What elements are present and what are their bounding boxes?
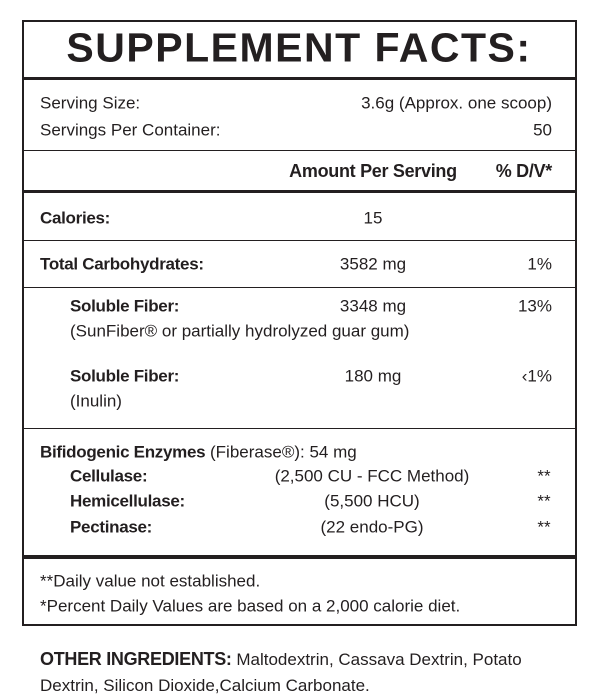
nutrient-amount: 15 [363, 208, 383, 228]
enzyme-heading: Bifidogenic Enzymes (Fiberase®): 54 mg [40, 444, 357, 461]
nutrient-amount: 3348 mg [339, 296, 407, 316]
rule [24, 240, 575, 241]
column-header: Amount Per Serving [289, 161, 457, 181]
facts-panel [22, 20, 577, 626]
rule [24, 287, 575, 288]
rule [24, 150, 575, 151]
footnote: *Percent Daily Values are based on a 2,0… [40, 596, 461, 616]
serving-label: Servings Per Container: [40, 120, 221, 140]
enzyme-amount: 54 mg [309, 442, 357, 462]
panel-title: SUPPLEMENT FACTS: [66, 24, 532, 71]
enzyme-item: Pectinase: [70, 517, 153, 537]
nutrient-dv: ‹1% [521, 366, 552, 386]
other-ingredients: OTHER INGREDIENTS: Maltodextrin, Cassava… [40, 646, 560, 699]
enzyme-activity: (22 endo-PG) [320, 517, 424, 537]
nutrient-label: Soluble Fiber: [70, 296, 180, 316]
serving-value: 3.6g (Approx. one scoop) [361, 93, 552, 113]
nutrient-note: (Inulin) [70, 391, 122, 411]
nutrient-label: Soluble Fiber: [70, 366, 180, 386]
nutrient-label: Total Carbohydrates: [40, 254, 204, 274]
ingredients-text: Maltodextrin, Cassava Dextrin, Potato De… [40, 650, 522, 695]
rule [24, 77, 575, 80]
nutrient-note: (SunFiber® or partially hydrolyzed guar … [70, 321, 410, 341]
enzyme-dv: ** [537, 517, 551, 537]
rule [24, 555, 575, 559]
rule [24, 190, 575, 193]
nutrient-dv: 13% [517, 296, 552, 316]
serving-value: 50 [533, 120, 552, 140]
column-header: % D/V* [495, 161, 553, 181]
enzyme-item: Cellulase: [70, 466, 148, 486]
enzyme-item: Hemicellulase: [70, 491, 185, 511]
nutrient-label: Calories: [40, 208, 111, 228]
enzyme-activity: (2,500 CU - FCC Method) [274, 466, 470, 486]
enzyme-label: Bifidogenic Enzymes [40, 442, 206, 462]
nutrient-amount: 180 mg [344, 366, 402, 386]
serving-label: Serving Size: [40, 93, 141, 113]
enzyme-dv: ** [537, 491, 551, 511]
rule [24, 428, 575, 429]
enzyme-activity: (5,500 HCU) [324, 491, 420, 511]
enzyme-note: (Fiberase®): [210, 442, 305, 462]
nutrient-dv: 1% [527, 254, 552, 274]
enzyme-dv: ** [537, 466, 551, 486]
ingredients-label: OTHER INGREDIENTS: [40, 649, 232, 669]
nutrient-amount: 3582 mg [339, 254, 407, 274]
footnote: **Daily value not established. [40, 571, 261, 591]
